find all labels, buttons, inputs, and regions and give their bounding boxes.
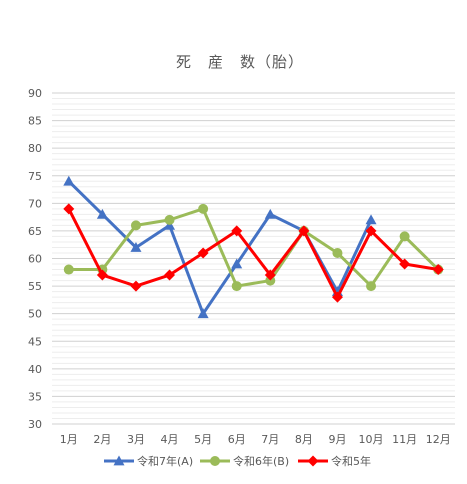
data-point [231,281,242,292]
data-point [197,247,209,259]
legend-item: 令和6年(B) [200,454,289,468]
x-tick-label: 8月 [295,433,313,446]
data-point [264,208,276,219]
y-tick-label: 75 [28,170,42,183]
data-point [63,264,74,275]
series-3 [63,203,444,303]
data-point [63,175,75,186]
y-axis-ticks: 30 35 40 45 50 55 60 65 70 75 80 85 90 [28,87,42,431]
x-tick-label: 12月 [426,433,451,446]
series-line [68,207,440,288]
y-tick-label: 90 [28,87,42,100]
series-lines [63,175,444,319]
x-tick-label: 9月 [328,433,346,446]
data-point [96,269,108,281]
y-tick-label: 50 [28,308,42,321]
y-tick-label: 40 [28,363,42,376]
data-point [130,241,142,252]
legend: 令和7年(A) 令和6年(B) 令和5年 [104,454,371,468]
data-point [198,203,209,214]
data-point [164,269,176,281]
data-point [197,308,209,319]
series-line [67,208,439,299]
y-tick-label: 45 [28,335,42,348]
legend-label: 令和6年(B) [233,454,289,468]
data-point [130,220,141,231]
data-point [399,231,410,242]
x-tick-label: 6月 [228,433,246,446]
data-point [298,225,310,237]
y-tick-label: 60 [28,253,42,266]
data-point [96,208,108,219]
data-point [332,247,343,258]
x-tick-label: 3月 [127,433,145,446]
grid [52,92,455,425]
y-tick-label: 85 [28,115,42,128]
y-tick-label: 70 [28,197,42,210]
legend-marker [113,455,125,466]
chart-title: 死 産 数（胎） [176,53,304,71]
data-point [231,258,243,269]
data-point [264,269,276,281]
data-point [365,214,377,225]
data-point [331,291,343,303]
data-point [265,275,276,286]
legend-item: 令和7年(A) [104,454,193,468]
data-point [432,264,444,276]
x-tick-label: 5月 [194,433,212,446]
y-tick-label: 35 [28,390,42,403]
data-point [231,225,243,237]
legend-marker [307,455,319,467]
x-tick-label: 2月 [93,433,111,446]
y-tick-label: 80 [28,142,42,155]
data-point [365,225,377,237]
legend-label: 令和5年 [331,454,371,468]
x-tick-label: 10月 [359,433,384,446]
x-tick-label: 4月 [161,433,179,446]
y-tick-label: 65 [28,225,42,238]
x-tick-label: 11月 [392,433,417,446]
legend-label: 令和7年(A) [137,454,193,468]
x-tick-label: 7月 [261,433,279,446]
x-axis-ticks: 1月 2月 3月 4月 5月 6月 7月 8月 9月 10月 11月 12月 [60,433,451,446]
legend-item: 令和5年 [298,454,371,468]
data-point [164,214,175,225]
data-point [130,280,142,292]
x-tick-label: 1月 [60,433,78,446]
y-tick-label: 30 [28,418,42,431]
data-point [366,281,377,292]
y-tick-label: 55 [28,280,42,293]
data-point [399,258,411,270]
data-point [63,203,75,215]
legend-marker [210,456,220,466]
